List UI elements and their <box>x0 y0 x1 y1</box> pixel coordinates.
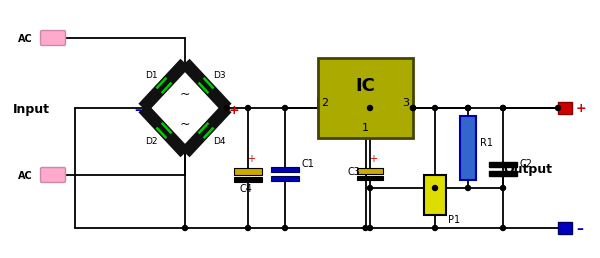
Circle shape <box>363 225 368 230</box>
Bar <box>357 168 383 174</box>
Text: ~: ~ <box>180 87 190 101</box>
Bar <box>558 222 572 234</box>
Bar <box>424 175 446 215</box>
Text: P1: P1 <box>448 215 460 225</box>
Text: 1: 1 <box>362 123 369 133</box>
Circle shape <box>367 186 373 190</box>
Circle shape <box>500 186 505 190</box>
Text: C4: C4 <box>239 184 253 194</box>
Text: AC: AC <box>18 171 33 181</box>
Text: C3: C3 <box>348 167 361 177</box>
Circle shape <box>556 106 560 110</box>
Bar <box>271 176 299 181</box>
Bar <box>234 177 262 182</box>
Circle shape <box>466 186 470 190</box>
Text: D2: D2 <box>145 136 157 146</box>
Text: 2: 2 <box>322 98 329 108</box>
Text: R1: R1 <box>480 138 493 148</box>
Circle shape <box>245 106 251 110</box>
Circle shape <box>500 225 505 230</box>
Text: ~: ~ <box>180 117 190 131</box>
Circle shape <box>182 225 187 230</box>
Text: +: + <box>247 154 255 164</box>
Bar <box>489 171 517 176</box>
Circle shape <box>433 186 437 190</box>
Text: –: – <box>134 103 141 117</box>
Circle shape <box>224 106 229 110</box>
Text: IC: IC <box>356 77 376 95</box>
Bar <box>558 102 572 114</box>
FancyBboxPatch shape <box>41 30 65 45</box>
Text: AC: AC <box>18 34 33 44</box>
Circle shape <box>433 106 437 110</box>
Text: Output: Output <box>503 164 552 176</box>
Circle shape <box>410 106 415 110</box>
Circle shape <box>466 106 470 110</box>
Text: D1: D1 <box>145 70 157 79</box>
Text: C2: C2 <box>519 159 532 169</box>
Text: +: + <box>576 102 587 116</box>
Text: +: + <box>369 154 377 164</box>
Circle shape <box>367 225 373 230</box>
Circle shape <box>367 106 373 110</box>
Bar <box>271 167 299 172</box>
Circle shape <box>245 225 251 230</box>
Text: +: + <box>229 103 239 117</box>
Bar <box>318 58 413 138</box>
Text: Input: Input <box>13 103 50 117</box>
Text: D3: D3 <box>212 70 226 79</box>
Bar <box>357 176 383 180</box>
Text: C1: C1 <box>302 159 315 169</box>
Bar <box>460 116 476 180</box>
Circle shape <box>466 106 470 110</box>
Circle shape <box>500 106 505 110</box>
Text: –: – <box>576 222 583 236</box>
Circle shape <box>283 106 287 110</box>
Circle shape <box>410 106 415 110</box>
Text: D4: D4 <box>213 136 225 146</box>
Bar <box>234 168 262 175</box>
Text: 3: 3 <box>403 98 409 108</box>
Circle shape <box>433 225 437 230</box>
Bar <box>489 162 517 167</box>
FancyBboxPatch shape <box>41 167 65 182</box>
Circle shape <box>500 106 505 110</box>
Circle shape <box>283 225 287 230</box>
